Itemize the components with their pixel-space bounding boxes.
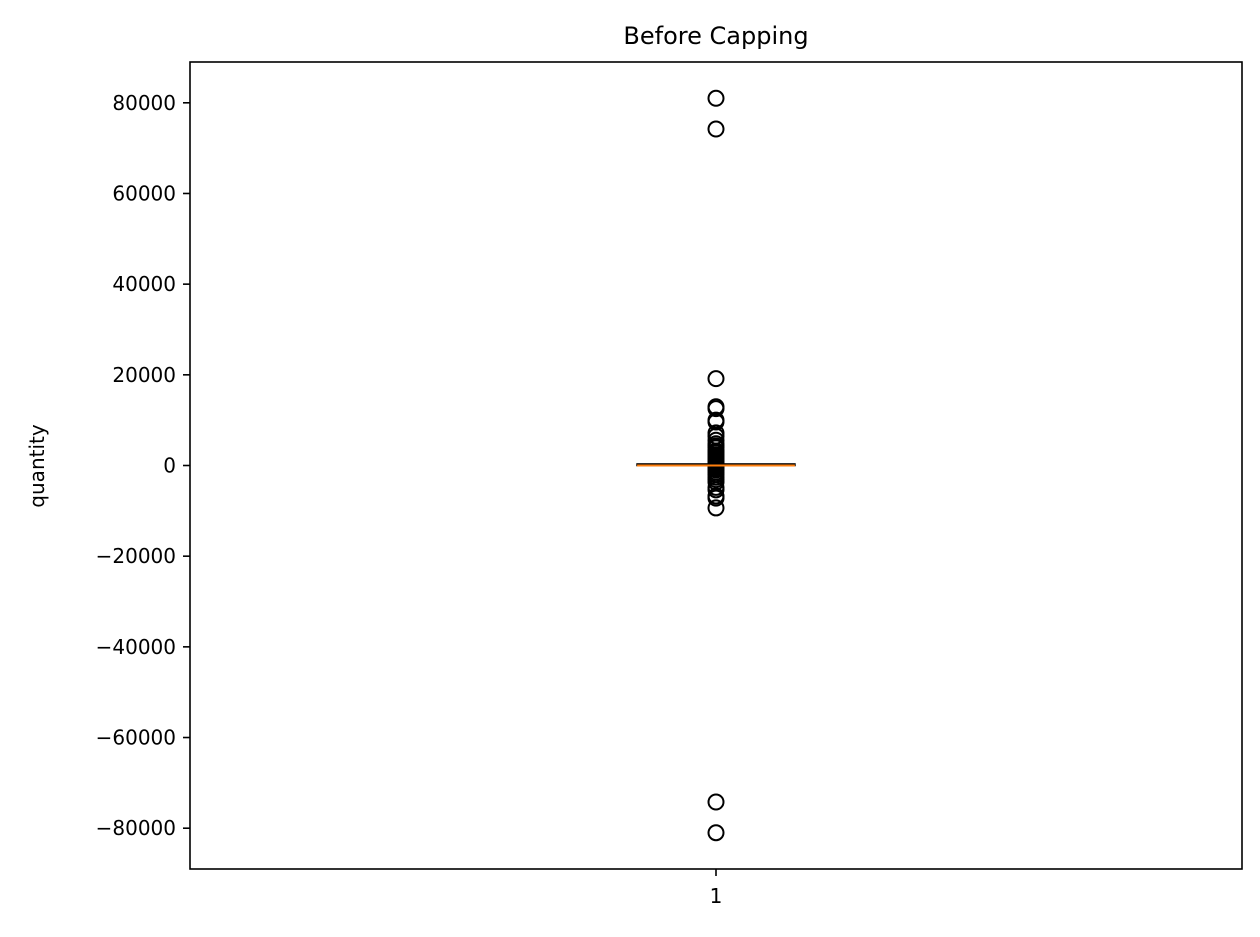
y-tick-label: 60000 [112,181,176,205]
flier-point [707,793,725,811]
flier-point [707,489,725,507]
x-axis: 1 [710,869,723,908]
flier-point [707,473,725,491]
flier-point [707,499,725,517]
flier-point [707,400,725,418]
flier-point [707,824,725,842]
chart-title: Before Capping [623,22,808,50]
y-axis: −80000 −60000 −40000 −20000 0 20000 40000 60000… [96,91,190,840]
x-tick-label: 1 [710,884,723,908]
flier-point [707,370,725,388]
flier-point [707,89,725,107]
y-tick-label: −40000 [96,635,176,659]
y-tick-label: −60000 [96,726,176,750]
y-tick-label: 40000 [112,272,176,296]
flier-point [707,481,725,499]
y-axis-label: quantity [25,424,49,508]
flier-point [707,120,725,138]
y-tick-label: −80000 [96,816,176,840]
y-tick-label: 0 [163,454,176,478]
plot-area [636,89,796,842]
y-tick-label: 20000 [112,363,176,387]
y-tick-label: −20000 [96,544,176,568]
y-tick-label: 80000 [112,91,176,115]
